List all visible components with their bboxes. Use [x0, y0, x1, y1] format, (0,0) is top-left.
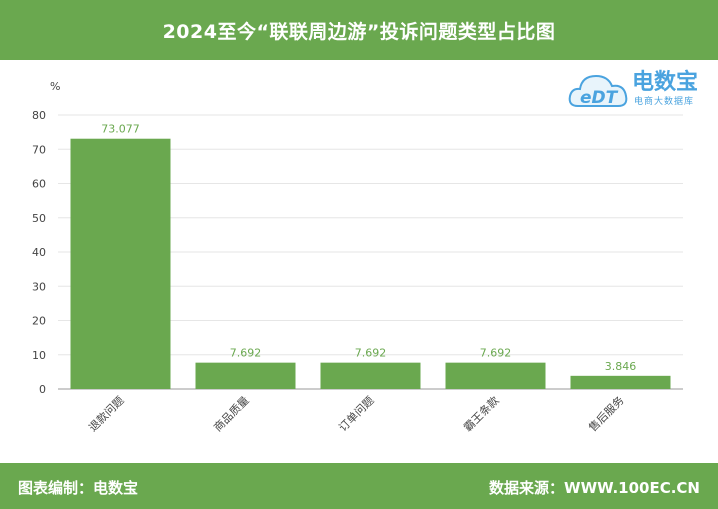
chart-title: 2024至今“联联周边游”投诉问题类型占比图 — [162, 20, 556, 43]
y-tick-label: 20 — [32, 315, 46, 328]
logo: eDT 电数宝 电商大数据库 — [566, 62, 716, 116]
footer-source: 数据来源：WWW.100EC.CN — [489, 479, 700, 497]
y-tick-label: 30 — [32, 280, 46, 293]
footer-banner: 图表编制：电数宝 数据来源：WWW.100EC.CN — [0, 463, 718, 509]
x-tick-label: 售后服务 — [586, 393, 627, 434]
y-tick-label: 50 — [32, 212, 46, 225]
cloud-logo-icon: eDT — [568, 74, 628, 108]
y-tick-label: 60 — [32, 178, 46, 191]
y-tick-label: 40 — [32, 246, 46, 259]
bar — [195, 362, 296, 389]
bar-value-label: 3.846 — [605, 360, 637, 373]
x-tick-label: 霸王条款 — [461, 393, 502, 434]
bar-value-label: 73.077 — [101, 123, 140, 136]
x-tick-label: 退款问题 — [86, 393, 127, 434]
logo-main-text: 电数宝 — [632, 70, 699, 95]
x-tick-label: 商品质量 — [211, 393, 252, 434]
y-tick-label: 0 — [39, 383, 46, 396]
logo-sub-text: 电商大数据库 — [634, 97, 695, 107]
bar — [320, 362, 421, 389]
y-tick-label: 70 — [32, 143, 46, 156]
footer-credit: 图表编制：电数宝 — [18, 479, 139, 497]
bar-value-label: 7.692 — [480, 347, 512, 360]
bar-chart-svg: % 0 10 20 30 40 50 60 70 80 73.077 退款问题 7.692 商品质量 7.6… — [32, 80, 683, 434]
y-tick-label: 10 — [32, 349, 46, 362]
chart-area: % 0 10 20 30 40 50 60 70 80 73.077 退款问题 7.692 商品质量 7.6… — [0, 60, 718, 463]
y-tick-label: 80 — [32, 109, 46, 122]
logo-mark: eDT — [580, 88, 619, 108]
bar — [445, 362, 546, 389]
bar — [70, 138, 171, 389]
bar-value-label: 7.692 — [355, 347, 387, 360]
y-axis-unit-label: % — [50, 80, 60, 93]
chart-title-banner: 2024至今“联联周边游”投诉问题类型占比图 — [0, 0, 718, 60]
x-tick-label: 订单问题 — [336, 394, 376, 434]
bar-value-label: 7.692 — [230, 347, 262, 360]
bar — [570, 375, 671, 389]
